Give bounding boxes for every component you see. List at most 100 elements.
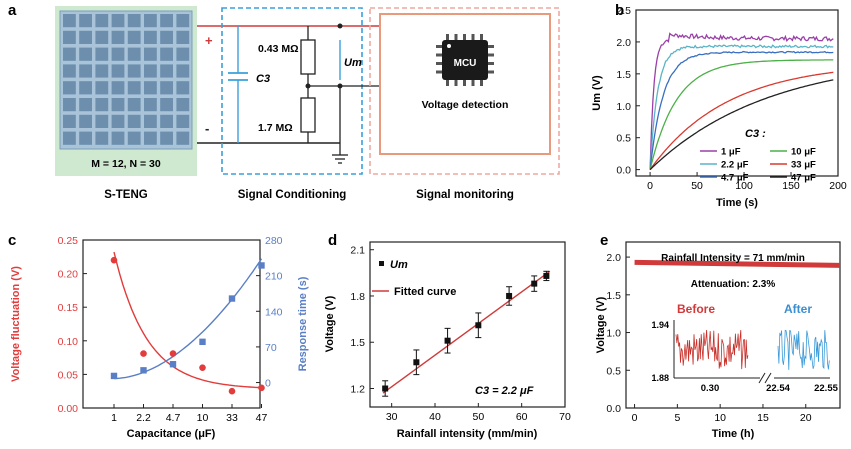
steng-cell xyxy=(95,64,109,78)
y-tick-label: 0.20 xyxy=(58,269,79,281)
steng-cell xyxy=(79,47,92,61)
series-line xyxy=(649,50,834,170)
mcu-pin xyxy=(488,70,494,74)
data-point xyxy=(531,280,538,287)
steng-cell xyxy=(63,81,76,95)
series-line xyxy=(649,71,834,170)
x-tick-label: 200 xyxy=(829,180,847,192)
chart-d-xlabel: Rainfall intensity (mm/min) xyxy=(397,428,538,440)
fluctuation-fit-line xyxy=(113,251,262,389)
y-tick-label: 0.0 xyxy=(606,403,621,415)
steng-cell xyxy=(95,14,109,28)
steng-cell xyxy=(79,98,92,112)
chart-d-legend-um: Um xyxy=(390,259,408,271)
panel-e: e 0 5 10 15 20 0.0 0.5 1.0 1.5 2.0 Rainfall Inten… xyxy=(595,232,841,440)
y-tick-label: 2.0 xyxy=(606,252,621,264)
steng-cell xyxy=(176,131,190,145)
x-tick-label: 33 xyxy=(226,412,238,424)
steng-cell xyxy=(127,47,141,61)
y-right-tick-label: 140 xyxy=(265,306,283,318)
response-point xyxy=(169,361,177,368)
steng-cell xyxy=(160,81,173,95)
y-right-tick-label: 0 xyxy=(265,378,271,390)
inset-axis-break xyxy=(764,372,772,384)
legend-label: 1 μF xyxy=(721,147,741,158)
steng-cell xyxy=(127,64,141,78)
steng-cell xyxy=(160,131,173,145)
junction-node xyxy=(305,83,311,89)
x-tick-label: 150 xyxy=(782,180,800,192)
steng-cell xyxy=(79,114,92,128)
chart-c-axes: 1 2.2 4.7 10 33 47 0.00 0.05 0.10 0.15 0.20 0.25 0 70… xyxy=(58,235,283,424)
steng-cell xyxy=(144,98,157,112)
steng-cell xyxy=(63,47,76,61)
chart-e-axes: 0 5 10 15 20 0.0 0.5 1.0 1.5 2.0 xyxy=(606,252,811,424)
steng-cell xyxy=(144,81,157,95)
resistor-r2 xyxy=(300,97,316,133)
mcu-pin xyxy=(436,45,442,48)
x-tick-label: 30 xyxy=(386,411,398,423)
steng-cell xyxy=(111,14,125,28)
panel-e-label: e xyxy=(600,232,608,249)
y-tick-label: 1.5 xyxy=(606,290,621,302)
resistor-r1-label: 0.43 MΩ xyxy=(258,43,299,55)
chart-d-annotation: C3 = 2.2 μF xyxy=(475,385,534,397)
x-tick-label: 2.2 xyxy=(136,412,151,424)
y-tick-label: 1.8 xyxy=(350,291,365,303)
steng-cell xyxy=(79,81,92,95)
chart-e-xlabel: Time (h) xyxy=(712,428,755,440)
data-point xyxy=(543,272,550,279)
chart-b-frame xyxy=(635,9,839,177)
mcu-pin xyxy=(454,34,458,40)
inset-x-tick-label: 22.55 xyxy=(814,383,838,394)
y-tick-label: 1.0 xyxy=(606,328,621,340)
steng-cell xyxy=(63,98,76,112)
chart-d-ylabel: Voltage (V) xyxy=(324,295,336,352)
inset-y-tick-label: 1.88 xyxy=(651,373,669,383)
chart-e-frame xyxy=(625,241,841,409)
response-point xyxy=(140,367,147,374)
steng-cell xyxy=(63,131,76,145)
x-tick-label: 0 xyxy=(647,180,653,192)
steng-cell xyxy=(63,14,76,28)
steng-cell xyxy=(127,131,141,145)
chart-e-before-label: Before xyxy=(677,302,715,316)
steng-cell xyxy=(95,114,109,128)
steng-cell xyxy=(160,30,173,44)
steng-cell xyxy=(176,81,190,95)
steng-cell xyxy=(176,64,190,78)
resistor-r2-label: 1.7 MΩ xyxy=(258,122,293,134)
chart-e-series xyxy=(634,259,841,268)
signal-conditioning-box xyxy=(221,7,363,175)
panel-a-label: a xyxy=(8,2,17,19)
steng-cell xyxy=(127,30,141,44)
y-tick-label: 1.0 xyxy=(616,101,631,113)
steng-cell xyxy=(127,98,141,112)
signal-monitoring-box xyxy=(369,7,560,175)
inset-trace xyxy=(777,329,830,370)
fitted-line xyxy=(382,270,551,394)
steng-cell xyxy=(95,131,109,145)
caption-steng: S-TENG xyxy=(104,189,148,201)
mcu-pin xyxy=(454,80,458,86)
steng-cell xyxy=(127,81,141,95)
data-point xyxy=(413,359,420,366)
steng-cell xyxy=(144,30,157,44)
data-point xyxy=(506,292,513,299)
response-fit-line xyxy=(113,258,263,380)
series-line xyxy=(649,32,834,170)
mcu-pin xyxy=(436,62,442,65)
chart-b-legend-title: C3 : xyxy=(745,128,766,140)
steng-cell xyxy=(144,131,157,145)
y-right-tick-label: 280 xyxy=(265,235,283,247)
inset-trace xyxy=(675,329,749,370)
steng-cell xyxy=(144,14,157,28)
mcu-pin xyxy=(488,45,494,48)
data-point xyxy=(382,385,389,392)
x-tick-label: 60 xyxy=(516,411,528,423)
data-point xyxy=(475,322,482,329)
fluctuation-point xyxy=(169,350,177,357)
array-dimension-label: M = 12, N = 30 xyxy=(91,158,161,170)
x-tick-label: 50 xyxy=(472,411,484,423)
y-tick-label: 2.1 xyxy=(350,245,365,257)
